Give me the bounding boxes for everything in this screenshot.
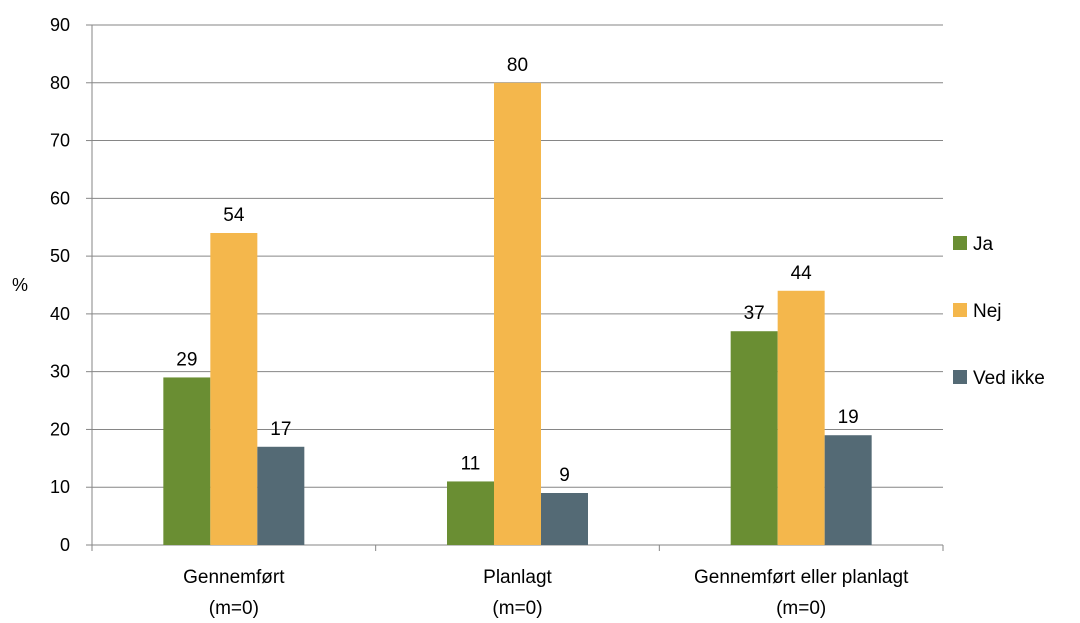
y-tick-label: 20 [50,419,70,439]
y-axis-title: % [12,275,28,295]
y-tick-label: 50 [50,246,70,266]
y-tick-label: 70 [50,131,70,151]
legend: Ja Nej Ved ikke [953,234,1045,389]
legend-swatch [953,370,967,384]
category-label: Gennemført [183,567,285,588]
data-label: 9 [559,465,570,486]
bar-nej [777,290,825,545]
category-label: Planlagt [483,567,552,588]
category-label: (m=0) [209,598,259,619]
bar-ja [163,377,211,545]
category-label: (m=0) [492,598,542,619]
data-label: 80 [507,55,528,76]
y-tick-label: 80 [50,73,70,93]
data-label: 29 [176,349,197,370]
x-category-labels: Gennemført (m=0) Planlagt (m=0) Gennemført e… [183,567,909,619]
bar-ja [447,481,494,545]
y-tick-label: 90 [50,15,70,35]
y-tick-label: 10 [50,477,70,497]
data-label: 44 [791,263,813,284]
bar-nej [494,82,541,546]
y-tick-label: 30 [50,362,70,382]
bar-ved-ikke [257,446,305,545]
bar-ved-ikke [824,435,872,545]
y-tick-label: 60 [50,188,70,208]
data-label: 37 [744,303,765,324]
category-label: Gennemført eller planlagt [694,567,909,588]
legend-label: Ved ikke [973,368,1045,389]
bar-ved-ikke [541,493,588,545]
data-label: 19 [838,407,859,428]
data-label: 54 [223,205,245,226]
bar-nej [210,233,258,545]
legend-label: Ja [973,234,994,255]
y-tick-label: 0 [60,535,70,555]
legend-swatch [953,303,967,317]
y-tick-labels: 0 10 20 30 40 50 60 70 80 90 [50,15,70,555]
category-label: (m=0) [776,598,826,619]
data-label: 17 [270,419,291,440]
legend-swatch [953,236,967,250]
bar-ja [730,331,778,545]
data-labels: 29 54 17 11 80 9 37 44 19 [176,55,858,486]
data-label: 11 [461,453,481,474]
bars [163,82,872,546]
legend-label: Nej [973,301,1002,322]
y-tick-label: 40 [50,304,70,324]
